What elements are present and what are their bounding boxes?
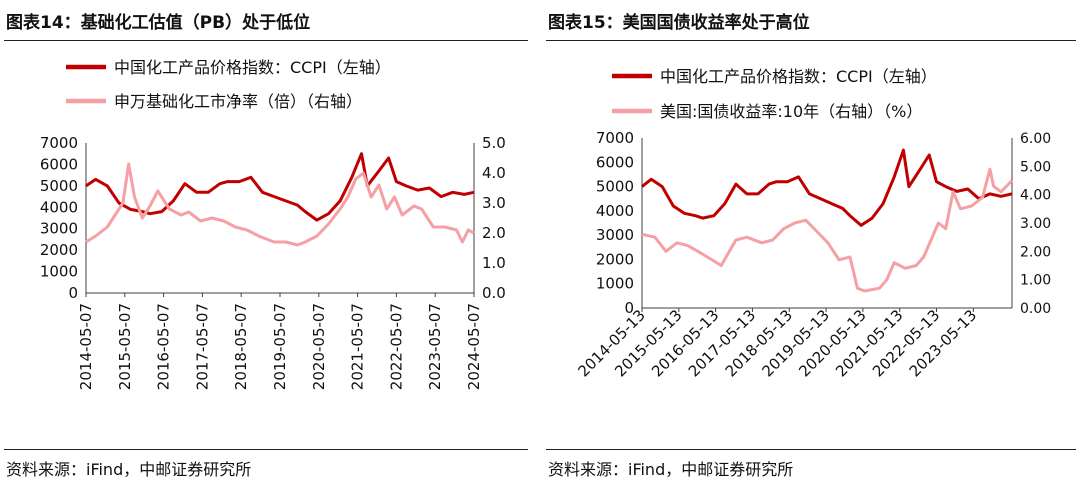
series-line-1: [85, 162, 475, 247]
y-left-tick-label: 0: [68, 284, 78, 302]
y-left-tick-label: 1000: [40, 263, 78, 281]
chart14-source-rule: [4, 449, 528, 450]
x-tick-label: 2014-05-07: [77, 303, 95, 390]
series-line-0: [85, 152, 475, 222]
y-right-tick-label: 6.00: [1020, 131, 1051, 147]
x-tick-label: 2015-05-07: [116, 303, 134, 390]
y-right-tick-label: 4.0: [482, 164, 506, 182]
legend-label-1: 申万基础化工市净率（倍）（右轴）: [114, 92, 362, 111]
legend-label-0: 中国化工产品价格指数：CCPI（左轴）: [114, 58, 391, 77]
y-left-tick-label: 7000: [596, 129, 634, 147]
y-left-tick-label: 3000: [596, 226, 634, 244]
y-right-tick-label: 0.0: [482, 284, 506, 302]
y-right-tick-label: 4.00: [1020, 188, 1051, 204]
chart15-plot: 中国化工产品价格指数：CCPI（左轴） 美国:国债收益率:10年（右轴）（%） 70…: [574, 67, 1051, 380]
x-tick-label: 2022-05-07: [387, 303, 405, 390]
legend-label-0: 中国化工产品价格指数：CCPI（左轴）: [660, 67, 937, 86]
y-left-tick-label: 7000: [40, 134, 78, 152]
x-tick-label: 2017-05-07: [193, 303, 211, 390]
y-left-tick-label: 0: [624, 299, 634, 317]
y-right-tick-label: 5.0: [482, 134, 506, 152]
chart14-title: 图表14：基础化工估值（PB）处于低位: [6, 13, 311, 33]
chart14-title-rule: [4, 40, 528, 41]
series-line-1: [641, 167, 1014, 293]
chart15-source-rule: [546, 449, 1076, 450]
y-left-tick-label: 4000: [40, 198, 78, 216]
x-tick-label: 2018-05-07: [232, 303, 250, 390]
y-left-tick-label: 2000: [40, 241, 78, 259]
y-left-tick-label: 5000: [40, 177, 78, 195]
y-right-tick-label: 2.0: [482, 224, 506, 242]
x-tick-label: 2023-05-07: [426, 303, 444, 390]
x-tick-label: 2024-05-07: [465, 303, 483, 390]
y-right-tick-label: 1.0: [482, 254, 506, 272]
y-left-tick-label: 6000: [40, 155, 78, 173]
x-tick-label: 2021-05-07: [349, 303, 367, 390]
chart15-title-rule: [546, 40, 1076, 41]
series-line-0: [641, 148, 1013, 227]
chart14-source: 资料来源：iFind，中邮证券研究所: [6, 460, 252, 479]
y-right-tick-label: 0.00: [1020, 301, 1051, 317]
y-right-tick-label: 3.0: [482, 194, 506, 212]
x-tick-label: 2016-05-07: [155, 303, 173, 390]
y-left-tick-label: 6000: [596, 153, 634, 171]
y-right-tick-label: 3.00: [1020, 216, 1051, 232]
y-left-tick-label: 5000: [596, 178, 634, 196]
chart15-source: 资料来源：iFind，中邮证券研究所: [548, 460, 794, 479]
y-right-tick-label: 5.00: [1020, 159, 1051, 175]
y-left-tick-label: 1000: [596, 275, 634, 293]
chart15-title: 图表15：美国国债收益率处于高位: [548, 13, 810, 33]
y-left-tick-label: 3000: [40, 220, 78, 238]
y-left-tick-label: 4000: [596, 202, 634, 220]
x-tick-label: 2020-05-07: [310, 303, 328, 390]
x-tick-label: 2019-05-07: [271, 303, 289, 390]
y-left-tick-label: 2000: [596, 250, 634, 268]
legend-label-1: 美国:国债收益率:10年（右轴）（%）: [660, 102, 922, 121]
chart14-plot: 中国化工产品价格指数：CCPI（左轴） 申万基础化工市净率（倍）（右轴） 7000 6…: [40, 58, 506, 390]
y-right-tick-label: 1.00: [1020, 273, 1051, 289]
y-right-tick-label: 2.00: [1020, 244, 1051, 260]
